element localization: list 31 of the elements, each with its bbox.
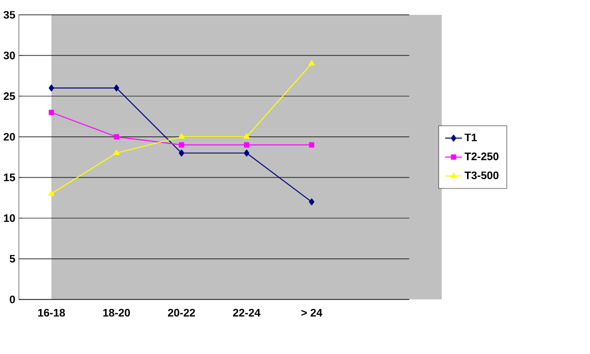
- point: [308, 142, 314, 148]
- point: [178, 142, 184, 148]
- y-tick-label: 30: [4, 52, 15, 60]
- legend-label: T2-250: [464, 152, 498, 160]
- x-tick-label: > 24: [301, 308, 322, 317]
- y-tick-label: 0: [10, 296, 15, 304]
- x-tick-label: 22-24: [233, 308, 260, 317]
- point: [48, 190, 54, 196]
- y-tick-label: 25: [4, 92, 16, 100]
- y-tick-label: 10: [4, 214, 15, 222]
- y-tick-label: 20: [4, 133, 15, 141]
- point: [48, 110, 54, 116]
- y-tick-label: 15: [4, 174, 16, 182]
- legend-label: T3-500: [464, 172, 498, 180]
- point: [308, 60, 315, 66]
- point: [244, 133, 250, 139]
- point: [48, 84, 54, 92]
- point: [113, 150, 120, 156]
- y-tick-label: 5: [10, 255, 16, 263]
- point: [114, 84, 120, 92]
- point: [178, 133, 185, 139]
- point: [244, 150, 250, 157]
- legend-label: T1: [464, 134, 477, 142]
- y-tick-label: 35: [4, 11, 16, 19]
- point: [114, 134, 120, 140]
- x-tick-label: 16-18: [38, 308, 65, 317]
- point: [178, 150, 184, 157]
- x-tick-label: 18-20: [103, 308, 130, 317]
- point: [244, 142, 250, 148]
- x-tick-label: 20-22: [168, 308, 195, 317]
- point: [308, 198, 314, 206]
